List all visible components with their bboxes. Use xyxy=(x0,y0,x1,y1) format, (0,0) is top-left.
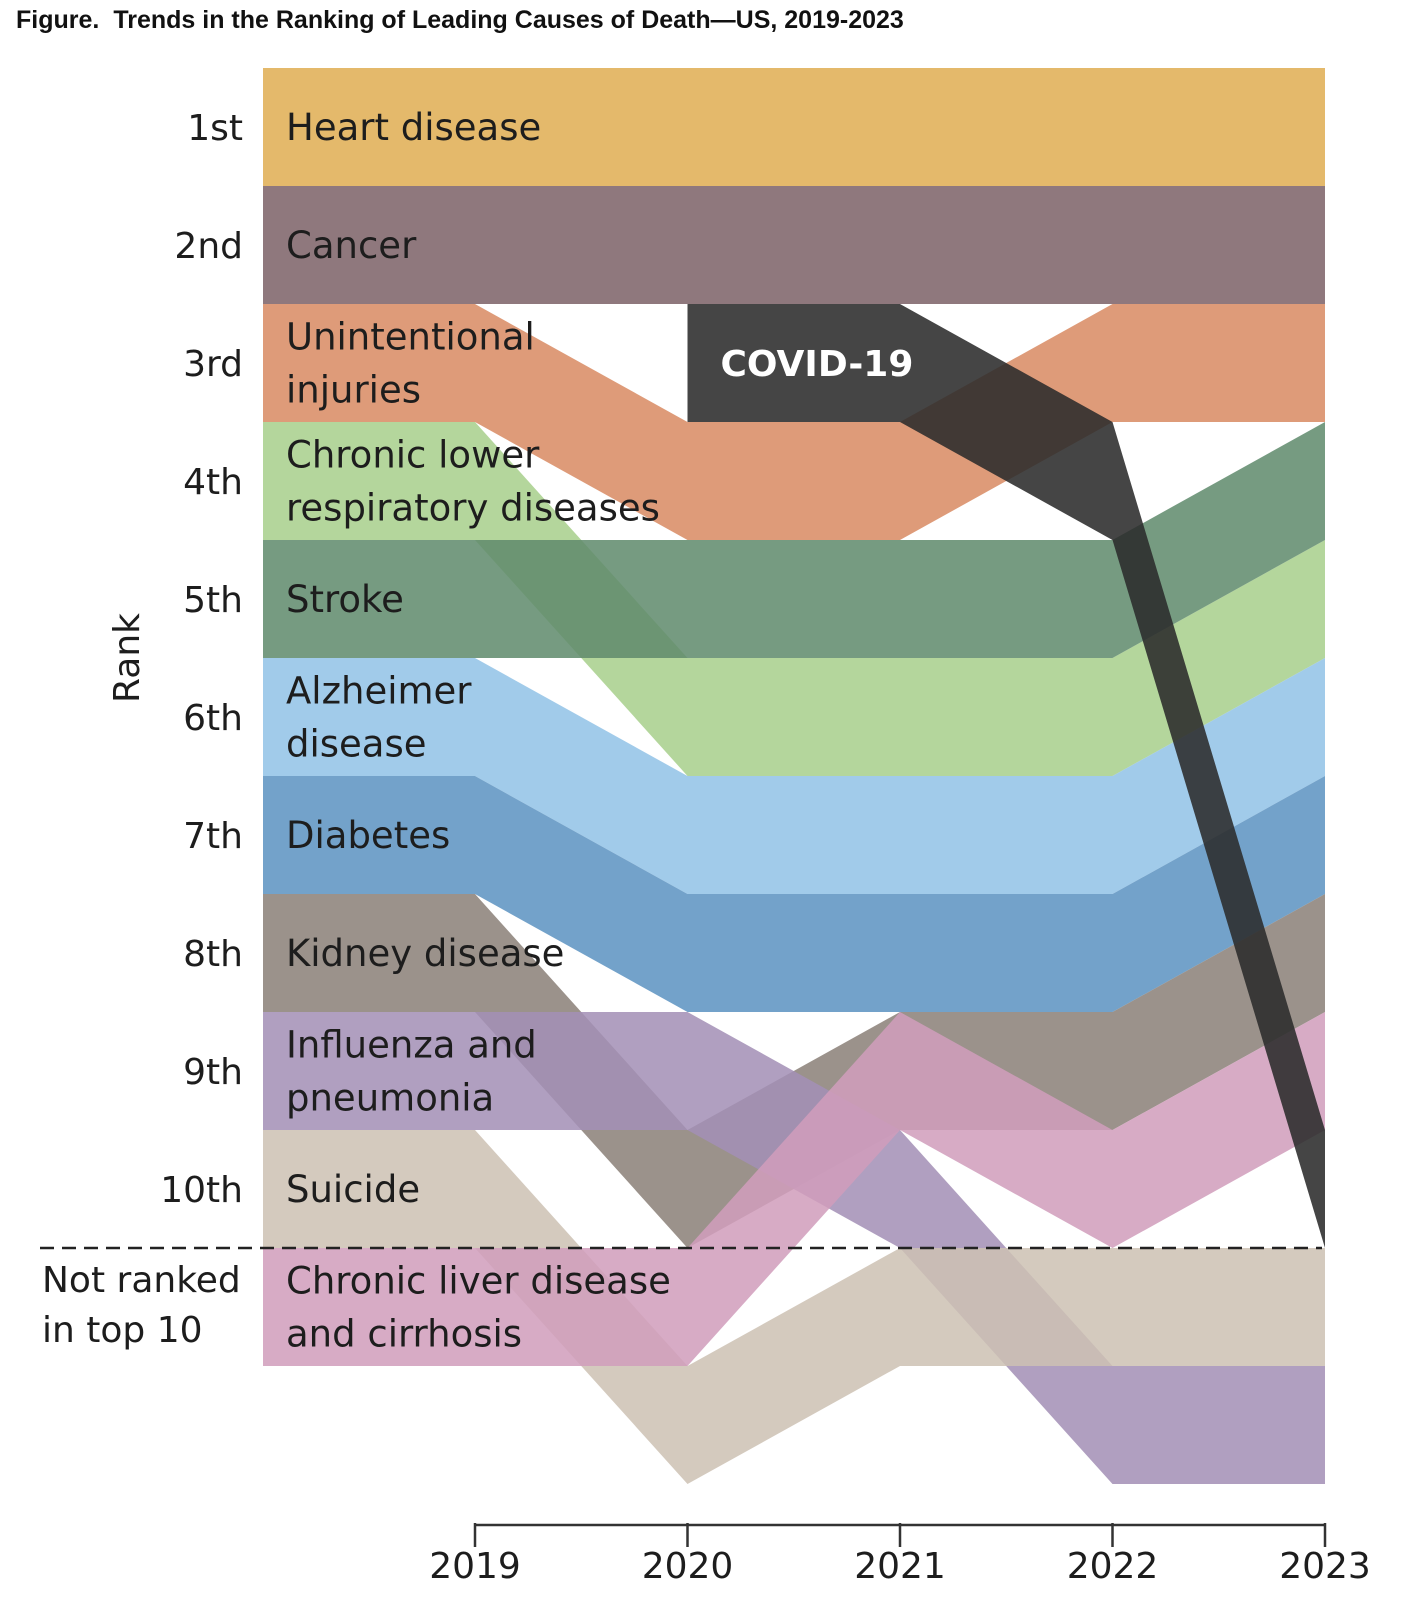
band-label-influenza-and-pneumonia-line-1: Influenza and xyxy=(286,1024,537,1067)
rank-label-5: 5th xyxy=(183,580,243,621)
rank-label-2: 2nd xyxy=(174,226,243,267)
figure-title: Figure. Trends in the Ranking of Leading … xyxy=(16,6,904,35)
band-covid-19 xyxy=(687,304,1325,1248)
chart-labels: 1st 2nd 3rd 4th 5th 6th 7th 8th 9th 10th Not ranke… xyxy=(42,106,913,1356)
band-label-diabetes: Diabetes xyxy=(286,814,450,857)
y-axis-title: Rank xyxy=(107,613,148,703)
band-diabetes xyxy=(263,776,1325,1012)
rank-label-6: 6th xyxy=(183,698,243,739)
rank-label-8: 8th xyxy=(183,934,243,975)
band-label-unintentional-injuries-line-1: Unintentional xyxy=(286,316,535,359)
band-label-kidney-disease: Kidney disease xyxy=(286,932,564,975)
not-ranked-label-line-1: Not ranked xyxy=(42,1260,241,1301)
x-axis: 2019 2020 2021 2022 2023 xyxy=(429,1523,1371,1587)
band-label-alzheimer-disease-line-2: disease xyxy=(286,723,427,766)
figure-title-prefix: Figure. xyxy=(16,6,100,34)
not-ranked-label-line-2: in top 10 xyxy=(42,1310,203,1351)
band-alzheimer-disease xyxy=(263,658,1325,894)
figure-title-text: Trends in the Ranking of Leading Causes … xyxy=(113,6,904,34)
band-label-chronic-liver-disease-and-cirrhosis-line-1: Chronic liver disease xyxy=(286,1260,671,1303)
band-cancer xyxy=(263,186,1325,304)
band-heart-disease xyxy=(263,68,1325,186)
x-tick-label-2022: 2022 xyxy=(1067,1546,1159,1587)
band-label-alzheimer-disease-line-1: Alzheimer xyxy=(286,670,472,713)
band-label-heart-disease: Heart disease xyxy=(286,106,541,149)
band-label-influenza-and-pneumonia-line-2: pneumonia xyxy=(286,1077,494,1120)
rank-label-4: 4th xyxy=(183,462,243,503)
rank-label-10: 10th xyxy=(160,1170,243,1211)
chart-bands xyxy=(263,68,1325,1484)
rank-label-3: 3rd xyxy=(183,344,243,385)
band-label-chronic-lower-respiratory-diseases-line-2: respiratory diseases xyxy=(286,487,660,530)
rank-label-9: 9th xyxy=(183,1052,243,1093)
band-label-covid-19: COVID-19 xyxy=(721,344,914,385)
band-chronic-liver-disease-and-cirrhosis xyxy=(263,1012,1325,1366)
band-stroke xyxy=(263,422,1325,658)
x-tick-label-2023: 2023 xyxy=(1279,1546,1371,1587)
band-label-stroke: Stroke xyxy=(286,578,404,621)
rank-label-1: 1st xyxy=(187,108,243,149)
band-kidney-disease xyxy=(263,894,1325,1248)
band-suicide xyxy=(263,1130,1325,1484)
x-tick-label-2019: 2019 xyxy=(429,1546,521,1587)
rank-label-7: 7th xyxy=(183,816,243,857)
band-label-unintentional-injuries-line-2: injuries xyxy=(286,369,421,412)
band-label-suicide: Suicide xyxy=(286,1168,420,1211)
x-tick-label-2020: 2020 xyxy=(642,1546,734,1587)
band-label-cancer: Cancer xyxy=(286,224,417,267)
band-label-chronic-liver-disease-and-cirrhosis-line-2: and cirrhosis xyxy=(286,1313,522,1356)
x-tick-label-2021: 2021 xyxy=(854,1546,946,1587)
band-chronic-lower-respiratory-diseases xyxy=(263,422,1325,776)
band-label-chronic-lower-respiratory-diseases-line-1: Chronic lower xyxy=(286,434,540,477)
